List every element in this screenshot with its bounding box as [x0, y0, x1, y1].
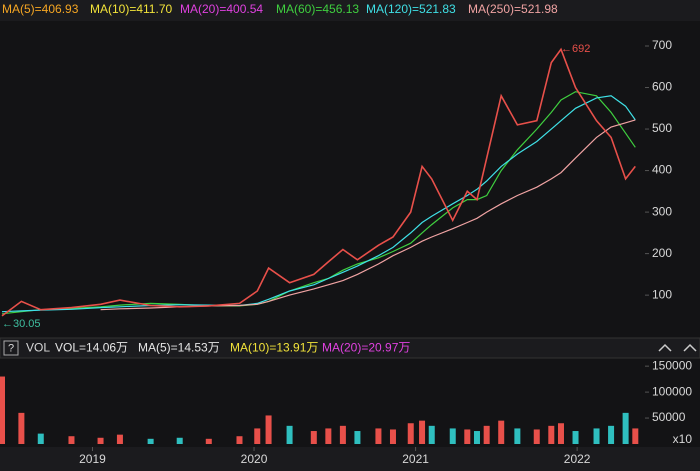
volume-bar [419, 420, 426, 444]
volume-bar [464, 429, 471, 444]
y-tick-label: 700 [652, 38, 672, 52]
volume-bar [116, 434, 123, 444]
expand-icon[interactable] [683, 343, 697, 352]
volume-bar [325, 428, 332, 444]
collapse-icon[interactable] [658, 343, 672, 352]
volume-bar [498, 420, 505, 444]
x-tick-label: 2022 [564, 452, 591, 466]
volume-bar [407, 423, 414, 444]
annotation: ←30.05 [2, 318, 41, 330]
legend-entry: MA(250)=521.98 [468, 2, 558, 16]
legend-entry: MA(10)=411.70 [90, 2, 172, 16]
volume-bar [354, 431, 361, 444]
x-tick-label: 2019 [79, 452, 106, 466]
y-tick-label: 500 [652, 121, 672, 135]
volume-bar [375, 428, 382, 444]
volume-bar [593, 428, 600, 444]
ma-line [100, 119, 636, 311]
volume-bar [389, 429, 396, 444]
volume-bar [265, 415, 272, 444]
annotation: ←692 [561, 43, 590, 55]
volume-unit: x10 [673, 432, 693, 446]
indicator-bar [0, 0, 700, 21]
time-axis [0, 447, 700, 471]
x-tick-label: 2020 [241, 452, 268, 466]
volume-title: VOL [26, 341, 50, 355]
volume-bar [608, 425, 615, 444]
volume-bar [236, 436, 243, 444]
volume-header [0, 337, 700, 359]
y-tick-label: 400 [652, 163, 672, 177]
volume-bar [557, 423, 564, 444]
y-tick-label: 100000 [652, 384, 692, 398]
y-tick-label: 600 [652, 80, 672, 94]
ma-line [1, 95, 636, 313]
y-tick-label: 100 [652, 287, 672, 301]
legend-entry: MA(20)=400.54 [180, 2, 263, 16]
volume-bar [514, 428, 521, 444]
volume-bar [473, 431, 480, 444]
ma-line [1, 91, 636, 315]
volume-bar [18, 412, 25, 444]
price-line [1, 47, 636, 317]
help-mark: ? [8, 342, 14, 354]
volume-bar [483, 425, 490, 444]
legend-entry: MA(10)=13.91万 [230, 341, 318, 355]
legend-entry: MA(60)=456.13 [276, 2, 359, 16]
y-tick-label: 50000 [652, 410, 686, 424]
volume-bar [632, 428, 639, 444]
y-tick-label: 150000 [652, 358, 692, 372]
volume-bar [622, 412, 629, 444]
volume-bar [548, 425, 555, 444]
volume-bar [37, 433, 44, 444]
volume-bar [310, 431, 317, 444]
y-tick-label: 300 [652, 204, 672, 218]
legend-entry: MA(120)=521.83 [366, 2, 456, 16]
volume-bar [449, 428, 456, 444]
volume-bar [205, 438, 212, 444]
volume-bar [339, 425, 346, 444]
legend-entry: MA(5)=406.93 [2, 2, 79, 16]
volume-bar [97, 437, 104, 444]
volume-bar [533, 429, 540, 444]
volume-bar [572, 431, 579, 444]
legend-entry: VOL=14.06万 [55, 341, 128, 355]
y-tick-label: 200 [652, 246, 672, 260]
volume-bar [147, 438, 154, 444]
help-icon[interactable] [3, 340, 19, 356]
legend-entry: MA(5)=14.53万 [138, 341, 220, 355]
volume-bar [286, 425, 293, 444]
volume-bar [176, 437, 183, 444]
legend-entry: MA(20)=20.97万 [322, 341, 410, 355]
volume-bar [68, 436, 75, 444]
x-tick-label: 2021 [402, 452, 429, 466]
volume-bar [0, 376, 5, 444]
volume-bar [254, 428, 261, 444]
volume-bar [428, 425, 435, 444]
